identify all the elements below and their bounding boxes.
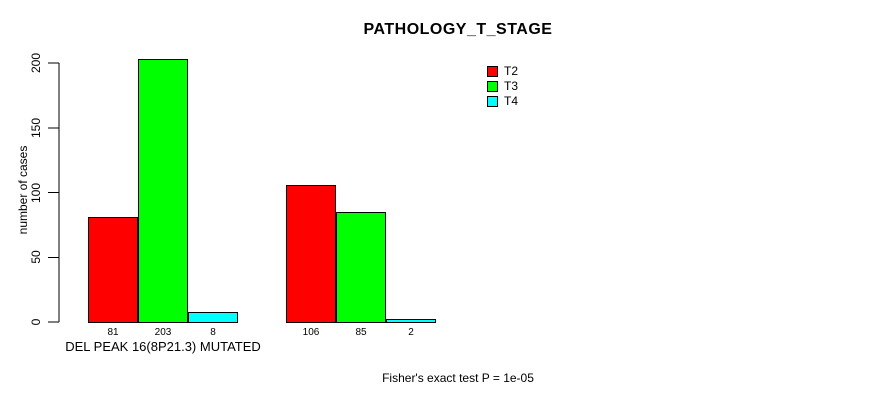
- bar-value-label: 8: [210, 327, 216, 338]
- chart-title: PATHOLOGY_T_STAGE: [363, 21, 553, 38]
- y-tick-label: 150: [29, 117, 43, 138]
- y-tick-label: 100: [29, 182, 43, 203]
- bar-value-label: 203: [154, 327, 172, 338]
- y-tick-label: 50: [29, 250, 43, 264]
- legend: T2 T3 T4: [487, 64, 518, 109]
- legend-label: T4: [504, 94, 519, 108]
- legend-item-T2: T2: [487, 64, 518, 79]
- bar-value-label: 106: [302, 327, 320, 338]
- x-category-label: DEL PEAK 16(8P21.3) MUTATED: [65, 339, 261, 354]
- bar-T4-group2: [386, 319, 436, 323]
- bar-T4-group1: [188, 311, 238, 323]
- legend-swatch-T2: [487, 66, 498, 77]
- bar-T3-group2: [336, 211, 386, 323]
- y-tick-label: 200: [29, 52, 43, 74]
- y-tick-label: 0: [29, 318, 43, 326]
- bar-T2-group1: [88, 217, 138, 323]
- legend-item-T3: T3: [487, 79, 518, 94]
- legend-swatch-T4: [487, 96, 498, 107]
- legend-swatch-T3: [487, 81, 498, 92]
- fisher-test-note: Fisher's exact test P = 1e-05: [382, 371, 534, 385]
- legend-label: T3: [504, 79, 519, 93]
- bar-value-label: 2: [408, 327, 414, 338]
- bar-value-label: 81: [107, 327, 119, 338]
- bar-value-label: 85: [355, 327, 367, 338]
- bar-T2-group2: [286, 184, 336, 323]
- legend-label: T2: [504, 64, 519, 78]
- legend-item-T4: T4: [487, 94, 518, 109]
- bar-T3-group1: [138, 59, 188, 323]
